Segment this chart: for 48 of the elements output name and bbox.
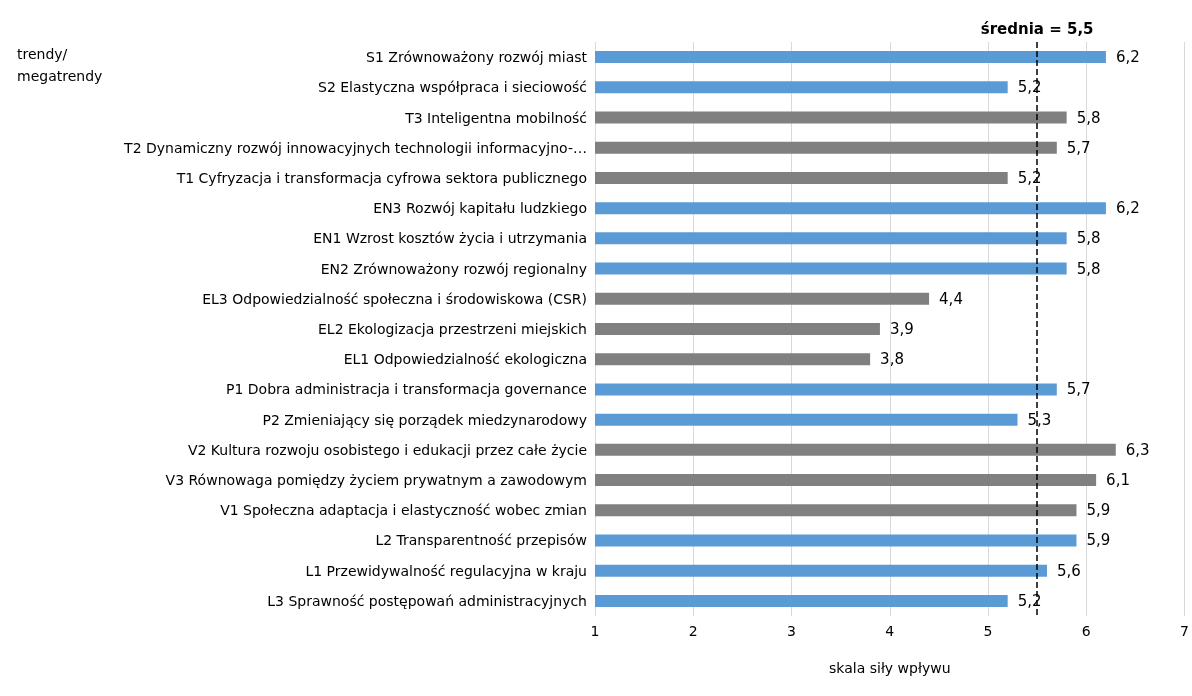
data-label: 5,2: [1017, 78, 1042, 97]
y-tick-label: T1 Cyfryzacja i transformacja cyfrowa sektora publicznego: [175, 169, 587, 186]
data-label: 5,9: [1086, 531, 1111, 550]
data-label: 5,2: [1017, 591, 1042, 610]
y-tick-label: T2 Dynamiczny rozwój innowacyjnych technologii informacyjno-…: [123, 139, 587, 156]
x-tick-label: 1: [590, 623, 600, 639]
data-label: 5,6: [1056, 561, 1081, 580]
data-label: 5,7: [1066, 380, 1091, 399]
y-tick-label: V1 Społeczna adaptacja i elastyczność wobec zmian: [220, 502, 587, 519]
data-label: 5,3: [1027, 410, 1052, 429]
x-tick-label: 5: [983, 623, 993, 639]
data-label: 6,2: [1115, 48, 1140, 67]
y-tick-label: S1 Zrównoważony rozwój miast: [366, 49, 588, 66]
x-tick-label: 7: [1180, 623, 1190, 639]
y-tick-label: L2 Transparentność przepisów: [375, 532, 587, 549]
y-tick-label: EL2 Ekologizacja przestrzeni miejskich: [317, 321, 587, 337]
y-tick-label: P1 Dobra administracja i transformacja governance: [226, 381, 587, 398]
y-tick-label: EN1 Wzrost kosztów życia i utrzymania: [313, 230, 587, 247]
y-tick-label: EN2 Zrównoważony rozwój regionalny: [320, 260, 587, 277]
y-tick-label: EN3 Rozwój kapitału ludzkiego: [373, 200, 587, 217]
x-tick-label: 2: [688, 623, 698, 639]
data-label: 6,2: [1115, 199, 1140, 218]
data-label: 5,7: [1066, 138, 1091, 157]
data-label: 6,3: [1125, 440, 1150, 459]
data-label: 3,8: [880, 350, 904, 369]
ref-line-label: średnia = 5,5: [980, 19, 1094, 38]
data-label: 5,9: [1086, 501, 1111, 520]
y-tick-label: V3 Równowaga pomiędzy życiem prywatnym a zawodowym: [165, 472, 587, 489]
x-axis-title: skala siły wpływu: [829, 660, 951, 676]
data-label: 5,8: [1076, 108, 1101, 127]
y-tick-label: P2 Zmieniający się porządek miedzynarodowy: [262, 411, 587, 428]
data-label: 4,4: [939, 289, 963, 308]
y-tick-label: V2 Kultura rozwoju osobistego i edukacji przez całe życie: [187, 441, 587, 458]
y-tick-label: L3 Sprawność postępowań administracyjnych: [267, 592, 587, 609]
y-axis-title: trendy/ megatrendy: [17, 46, 103, 84]
y-tick-label: L1 Przewidywalność regulacyjna w kraju: [305, 562, 587, 579]
data-label: 5,8: [1076, 259, 1101, 278]
y-tick-label: T3 Inteligentna mobilność: [404, 109, 587, 126]
data-label: 3,9: [889, 320, 914, 338]
y-tick-label: EL3 Odpowiedzialność społeczna i środowiskowa (CSR): [202, 290, 587, 307]
x-tick-label: 6: [1081, 623, 1091, 639]
x-tick-label: 4: [885, 623, 895, 639]
data-label: 5,8: [1076, 229, 1101, 248]
y-tick-label: S2 Elastyczna współpraca i sieciowość: [318, 79, 587, 96]
x-tick-label: 3: [787, 623, 796, 639]
data-label: 5,2: [1017, 168, 1042, 187]
y-tick-label: EL1 Odpowiedzialność ekologiczna: [343, 351, 587, 368]
data-label: 6,1: [1106, 471, 1130, 490]
